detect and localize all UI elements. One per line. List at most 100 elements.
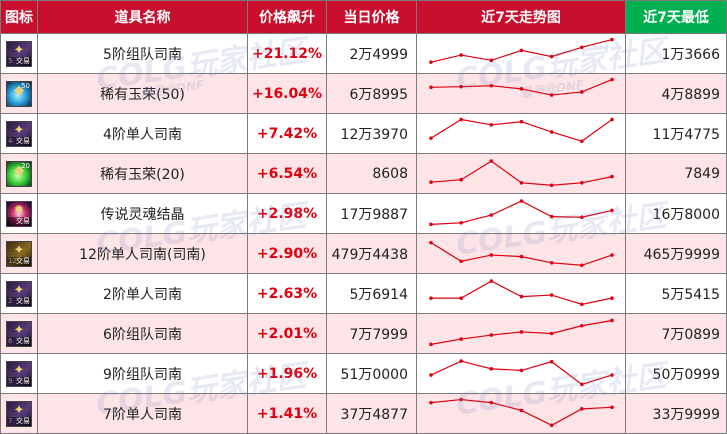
trend-point [489,58,494,63]
item-name: 5阶组队司南 [38,34,248,74]
trend-point [610,405,614,410]
trend-point [459,337,463,341]
trend-point [459,259,463,264]
icon-level: 4 [8,136,13,145]
seven-day-low: 4万8899 [626,74,727,114]
blue-gem-icon: ◆ 50 [6,80,32,107]
icon-glyph: ✦ [13,242,25,258]
trend-point [519,294,524,299]
trend-point [580,382,584,387]
icon-glyph: ✦ [13,122,25,138]
trend-point [519,408,524,413]
icon-trade-tag: 交易 [7,376,31,386]
header-trend: 近7天走势图 [417,0,626,34]
trend-line [431,280,613,305]
current-price: 8608 [327,154,417,194]
trend-point [549,54,554,59]
trend-point [610,208,614,213]
price-rise: +7.42% [248,114,327,154]
icon-trade-tag: 交易 [7,136,31,146]
item-name: 9阶组队司南 [38,354,248,394]
item-name: 7阶单人司南 [38,394,248,434]
trend-chart-cell [417,274,626,314]
current-price: 51万0000 [327,354,417,394]
header-rise: 价格飙升 [248,0,327,34]
trend-point [549,359,554,364]
trend-point [429,85,433,90]
trend-point [429,296,433,300]
trend-sparkline [429,279,614,307]
current-price: 12万3970 [327,114,417,154]
trend-point [489,367,494,371]
icon-glyph: ✦ [13,362,25,378]
icon-level: 7 [8,416,13,425]
item-name: 4阶单人司南 [38,114,248,154]
price-rise: +2.98% [248,194,327,234]
trend-point [429,373,433,377]
trend-point [580,302,584,307]
trend-point [489,213,494,217]
current-price: 17万9887 [327,194,417,234]
trend-point [519,254,524,259]
trend-line [430,242,613,266]
trend-point [580,90,584,94]
trend-point [459,53,463,57]
seven-day-low: 11万4775 [626,114,727,154]
price-rise: +2.01% [248,314,327,354]
current-price: 37万4877 [327,394,417,434]
trend-point [610,117,614,122]
icon-level: 9 [8,376,13,385]
current-price: 6万8995 [327,74,417,114]
trend-point [610,296,614,300]
trend-point [489,123,494,127]
seven-day-low: 16万8000 [626,194,727,234]
trend-chart-cell [417,194,626,234]
trend-point [610,37,614,42]
cursed-scroll-icon: ✦ 5 交易 [6,40,32,67]
trend-sparkline [429,37,614,64]
trend-point [549,183,554,188]
icon-glyph: ✹ [13,202,25,218]
trend-point [489,159,494,163]
trend-point [580,215,584,220]
seven-day-low: 1万3666 [626,34,727,74]
green-gem-icon: ◆ 20 [6,160,32,187]
price-rise: +2.90% [248,234,327,274]
price-rise: +6.54% [248,154,327,194]
price-rise: +2.63% [248,274,327,314]
trend-point [549,331,554,336]
trend-chart-cell [417,34,626,74]
trend-line [430,200,613,225]
item-name: 稀有玉荣(50) [38,74,248,114]
trend-point [489,400,494,405]
seven-day-low: 33万9999 [626,394,727,434]
seven-day-low: 7849 [626,154,727,194]
trend-point [580,323,584,328]
icon-glyph: ✦ [13,42,25,58]
gold-scroll-icon: ✦ 12 交易 [6,240,32,267]
item-icon-cell: ✦ 5 交易 [0,34,38,74]
icon-glyph: ✦ [13,322,25,338]
trend-point [519,368,524,373]
seven-day-low: 50万0999 [626,354,727,394]
item-icon-cell: ✹ 交易 [0,194,38,234]
trend-point [580,407,584,411]
trend-point [459,84,463,89]
trend-chart-cell [417,234,626,274]
trend-point [459,296,463,300]
trend-point [489,279,494,283]
trend-chart-cell [417,114,626,154]
item-icon-cell: ✦ 2 交易 [0,274,38,314]
trend-chart-cell [417,354,626,394]
seven-day-low: 5万5415 [626,274,727,314]
item-icon-cell: ✦ 4 交易 [0,114,38,154]
trend-point [429,180,433,184]
icon-glyph: ◆ [14,82,24,98]
trend-point [429,136,433,140]
trend-point [429,222,433,227]
icon-trade-tag: 交易 [7,416,31,426]
current-price: 5万6914 [327,274,417,314]
header-price: 当日价格 [327,0,417,34]
